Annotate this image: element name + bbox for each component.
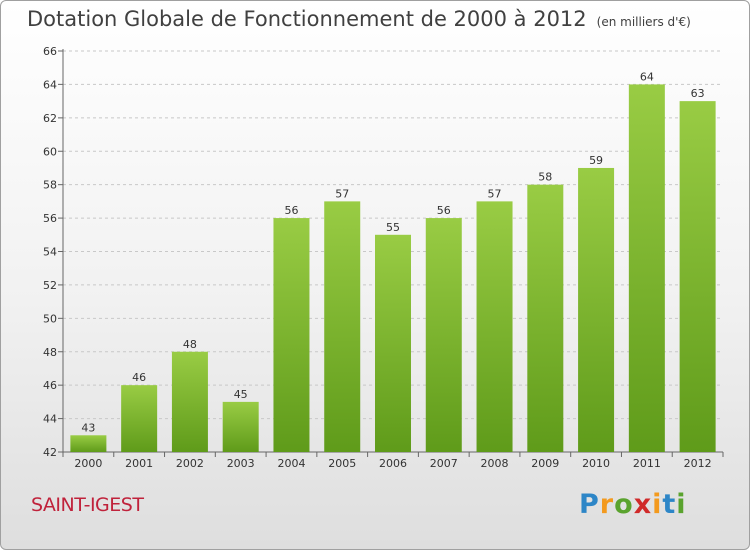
bars bbox=[70, 84, 716, 453]
x-tick-label-2005: 2005 bbox=[328, 457, 356, 470]
proxiti-logo[interactable]: Proxiti bbox=[579, 489, 687, 520]
chart-title-text: Dotation Globale de Fonctionnement de 20… bbox=[27, 7, 587, 31]
logo-letter: i bbox=[652, 489, 663, 520]
data-label-2004: 56 bbox=[284, 204, 298, 217]
x-tick-label-2006: 2006 bbox=[379, 457, 407, 470]
logo-letter: o bbox=[614, 489, 634, 520]
data-label-2008: 57 bbox=[488, 187, 502, 200]
data-label-2007: 56 bbox=[437, 204, 451, 217]
logo-letter: r bbox=[599, 489, 615, 520]
data-label-2005: 57 bbox=[335, 187, 349, 200]
data-label-2012: 63 bbox=[691, 87, 705, 100]
bar-2006 bbox=[375, 234, 411, 452]
bar-2008 bbox=[476, 201, 513, 452]
y-tick-label: 44 bbox=[43, 413, 57, 426]
logo-letter: i bbox=[676, 489, 687, 520]
y-tick-label: 50 bbox=[43, 312, 57, 325]
logo-letter: P bbox=[579, 489, 600, 520]
data-label-2002: 48 bbox=[183, 338, 197, 351]
x-tick-label-2004: 2004 bbox=[277, 457, 305, 470]
bar-2000 bbox=[70, 435, 107, 452]
commune-name: SAINT-IGEST bbox=[31, 494, 144, 516]
bar-2012 bbox=[679, 101, 716, 452]
bar-2003 bbox=[222, 401, 259, 452]
y-tick-label: 64 bbox=[43, 78, 57, 91]
x-tick-label-2009: 2009 bbox=[531, 457, 559, 470]
bar-2009 bbox=[527, 184, 564, 452]
bar-2005 bbox=[324, 201, 361, 452]
chart-unit: (en milliers d'€) bbox=[596, 15, 691, 29]
chart-title: Dotation Globale de Fonctionnement de 20… bbox=[27, 7, 691, 31]
y-tick-label: 42 bbox=[43, 446, 57, 459]
x-tick-label-2011: 2011 bbox=[633, 457, 661, 470]
data-label-2006: 55 bbox=[386, 221, 400, 234]
y-tick-label: 62 bbox=[43, 112, 57, 125]
y-tick-label: 66 bbox=[43, 45, 57, 58]
data-label-2009: 58 bbox=[538, 171, 552, 184]
data-label-2011: 64 bbox=[640, 70, 654, 83]
y-tick-label: 48 bbox=[43, 346, 57, 359]
x-tick-label-2000: 2000 bbox=[74, 457, 102, 470]
y-tick-label: 60 bbox=[43, 145, 57, 158]
y-tick-label: 56 bbox=[43, 212, 57, 225]
data-labels: 43 46 48 45 56 57 55 56 57 58 59 64 63 bbox=[81, 70, 704, 434]
x-tick-label-2003: 2003 bbox=[227, 457, 255, 470]
x-tick-label-2001: 2001 bbox=[125, 457, 153, 470]
x-tick-label-2008: 2008 bbox=[481, 457, 509, 470]
y-tick-label: 58 bbox=[43, 179, 57, 192]
logo-letter: t bbox=[662, 489, 677, 520]
y-tick-label: 52 bbox=[43, 279, 57, 292]
data-label-2001: 46 bbox=[132, 371, 146, 384]
x-tick-label-2007: 2007 bbox=[430, 457, 458, 470]
x-tick-label-2002: 2002 bbox=[176, 457, 204, 470]
bar-2007 bbox=[425, 218, 462, 452]
y-tick-label: 54 bbox=[43, 246, 57, 259]
logo-letter: x bbox=[633, 489, 653, 520]
data-label-2003: 45 bbox=[234, 388, 248, 401]
data-label-2010: 59 bbox=[589, 154, 603, 167]
bar-2001 bbox=[121, 385, 158, 452]
data-label-2000: 43 bbox=[81, 421, 95, 434]
bar-2010 bbox=[578, 167, 615, 453]
bar-2004 bbox=[273, 218, 310, 452]
x-tick-label-2010: 2010 bbox=[582, 457, 610, 470]
bar-2011 bbox=[628, 84, 665, 453]
bar-2002 bbox=[171, 351, 208, 452]
y-tick-label: 46 bbox=[43, 379, 57, 392]
x-tick-label-2012: 2012 bbox=[684, 457, 712, 470]
